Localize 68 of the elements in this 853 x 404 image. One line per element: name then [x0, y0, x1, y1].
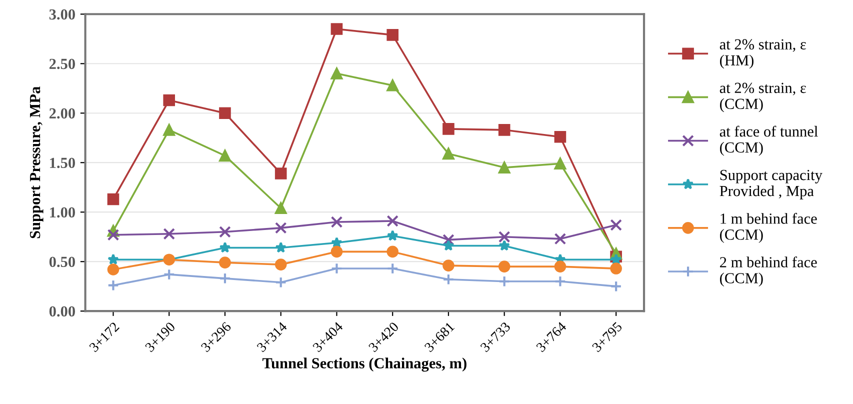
y-tick-label: 0.50: [49, 256, 75, 268]
point: [107, 193, 120, 206]
y-tick-label: 1.00: [50, 207, 75, 218]
point: [219, 150, 231, 162]
point: [554, 275, 566, 288]
point: [274, 202, 287, 214]
point: [163, 94, 176, 106]
point: [386, 246, 398, 258]
legend-label: 1 m behind face (CCM): [720, 212, 817, 243]
point: [498, 230, 510, 243]
point: [554, 130, 566, 143]
y-tick-label: 2.50: [49, 58, 75, 70]
point: [331, 236, 342, 248]
point: [442, 234, 454, 246]
point: [498, 275, 510, 288]
point: [163, 228, 176, 240]
point: [219, 107, 231, 120]
point: [163, 124, 176, 136]
point: [498, 124, 510, 136]
point: [219, 272, 231, 284]
point: [219, 242, 231, 253]
point: [274, 276, 287, 288]
point: [163, 268, 176, 280]
point: [442, 274, 454, 286]
legend-label: at 2% strain, ε (CCM): [720, 82, 806, 112]
point: [498, 260, 510, 272]
point: [442, 148, 454, 160]
legend-label: at face of tunnel (CCM): [720, 126, 818, 156]
point: [386, 262, 398, 274]
point: [610, 262, 622, 274]
point: [107, 279, 120, 292]
point: [274, 258, 287, 270]
point: [498, 240, 510, 251]
point: [219, 226, 231, 238]
y-tick-label: 2.00: [49, 108, 75, 119]
point: [386, 29, 398, 41]
point: [330, 246, 343, 258]
point: [386, 80, 398, 92]
point: [108, 254, 119, 265]
point: [219, 256, 231, 268]
point: [442, 123, 454, 135]
y-tick-label: 3.00: [49, 9, 75, 20]
y-tick-label: 1.50: [50, 158, 75, 168]
point: [386, 215, 398, 227]
point: [386, 230, 398, 241]
point: [610, 219, 622, 231]
point: [610, 280, 622, 292]
point: [442, 240, 454, 251]
point: [498, 162, 510, 174]
legend-label: at 2% strain, ε (HM): [720, 39, 806, 69]
point: [107, 228, 120, 241]
point: [107, 264, 120, 276]
point: [330, 216, 343, 228]
y-axis-title: Support Pressure, MPa: [30, 86, 44, 238]
point: [275, 242, 287, 253]
point: [274, 168, 287, 180]
point: [330, 68, 343, 80]
point: [554, 158, 566, 170]
point: [554, 232, 566, 245]
point: [330, 262, 343, 274]
legend-label: Support capacity Provided , Mpa: [720, 170, 822, 200]
point: [442, 260, 454, 272]
point: [554, 260, 566, 272]
point: [274, 222, 287, 234]
y-tick-label: 0.00: [49, 306, 75, 317]
legend-label: 2 m behind face (CCM): [720, 256, 817, 286]
x-axis-title: Tunnel Sections (Chainages, m): [262, 358, 466, 372]
point: [330, 23, 343, 35]
